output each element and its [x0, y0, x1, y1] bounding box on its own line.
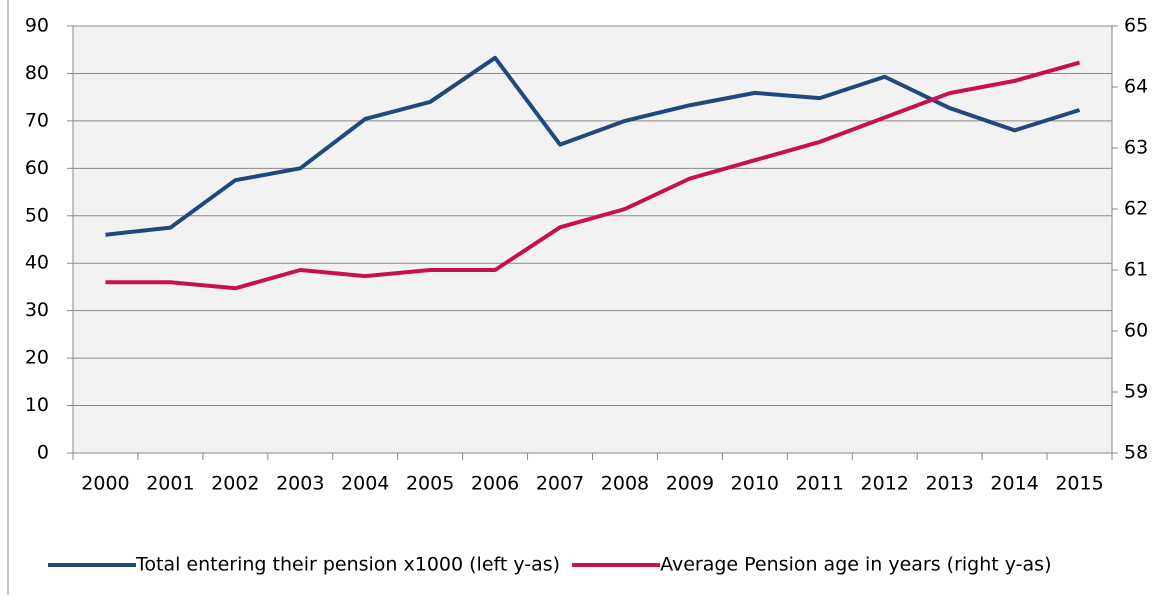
y2-tick-label: 59	[1124, 381, 1148, 403]
y2-tick-label: 62	[1124, 198, 1148, 220]
y2-tick-label: 60	[1124, 320, 1148, 342]
x-tick-label: 2007	[536, 473, 584, 495]
y-tick-label: 10	[25, 394, 49, 416]
x-tick-label: 2002	[211, 473, 259, 495]
x-tick-label: 2003	[276, 473, 324, 495]
x-tick-label: 2008	[601, 473, 649, 495]
y-tick-label: 40	[25, 252, 49, 274]
y-tick-label: 0	[37, 442, 49, 464]
y2-tick-label: 65	[1124, 15, 1148, 37]
y-tick-label: 50	[25, 204, 49, 226]
y-tick-label: 90	[25, 15, 49, 37]
y2-tick-label: 58	[1124, 442, 1148, 464]
x-tick-label: 2012	[861, 473, 909, 495]
series-line	[105, 60, 1081, 291]
y-tick-label: 80	[25, 62, 49, 84]
y-tick-label: 70	[25, 109, 49, 131]
y-tick-label: 30	[25, 299, 49, 321]
x-tick-label: 2006	[471, 473, 519, 495]
series-line	[105, 55, 1081, 237]
x-tick-label: 2011	[796, 473, 844, 495]
x-tick-label: 2001	[146, 473, 194, 495]
y2-tick-label: 63	[1124, 137, 1148, 159]
legend-label: Total entering their pension x1000 (left…	[135, 554, 560, 576]
y-tick-label: 60	[25, 157, 49, 179]
y2-tick-label: 64	[1124, 76, 1148, 98]
x-tick-label: 2013	[925, 473, 973, 495]
x-tick-label: 2009	[666, 473, 714, 495]
legend-label: Average Pension age in years (right y-as…	[660, 554, 1051, 576]
x-tick-label: 2010	[731, 473, 779, 495]
x-tick-label: 2015	[1055, 473, 1103, 495]
y2-tick-label: 61	[1124, 259, 1148, 281]
x-tick-label: 2014	[990, 473, 1038, 495]
x-tick-label: 2004	[341, 473, 389, 495]
x-tick-label: 2000	[81, 473, 129, 495]
x-tick-label: 2005	[406, 473, 454, 495]
y-tick-label: 20	[25, 347, 49, 369]
